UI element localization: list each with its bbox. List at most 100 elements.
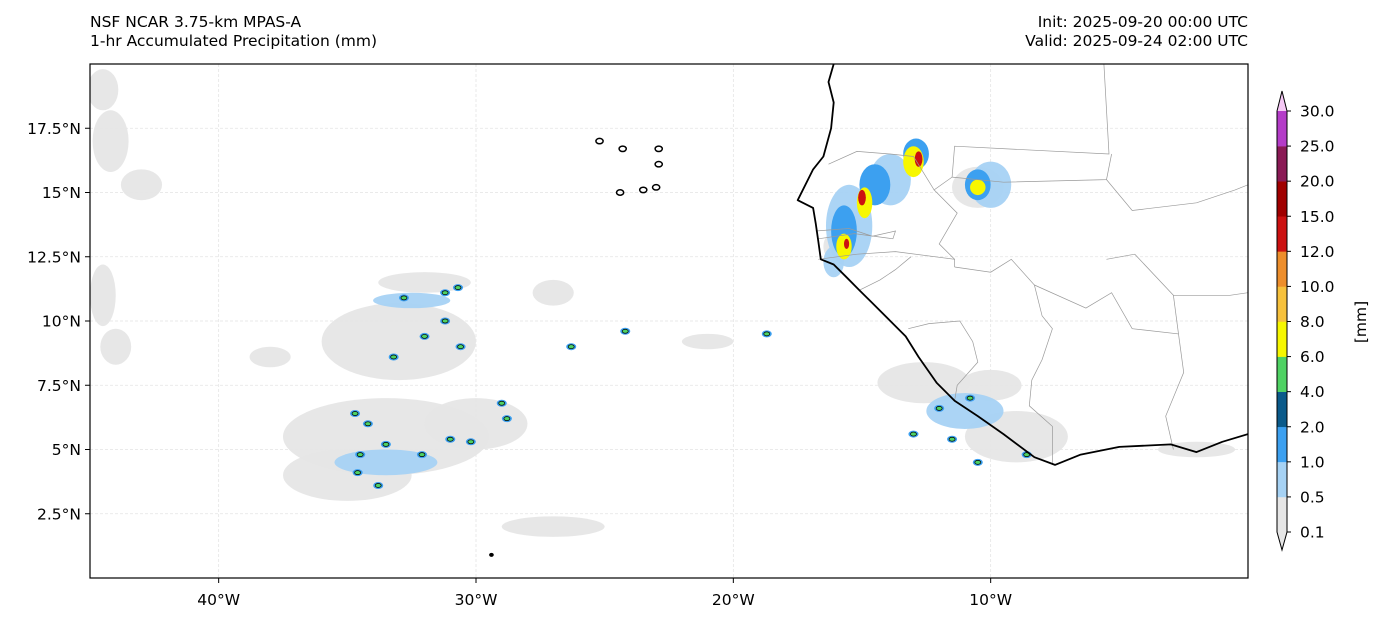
country-borders	[815, 64, 1248, 465]
precip-cell-core	[621, 328, 629, 334]
country-border	[818, 251, 955, 267]
colorbar-level-label: 25.0	[1300, 138, 1335, 156]
country-border	[815, 228, 897, 240]
colorbar: 0.1 0.5 1.0 2.0 4.0 6.0 8.0 10.0 12.0 15.0 20.0 25.…	[1276, 90, 1370, 552]
precip-extreme-core	[858, 189, 866, 206]
island-outline	[615, 189, 625, 196]
island-outline	[618, 145, 628, 153]
colorbar-segment	[1277, 356, 1287, 392]
colorbar-level-label: 1.0	[1300, 453, 1325, 471]
colorbar-segment	[1277, 286, 1287, 322]
lat-tick-label: 2.5°N	[37, 505, 81, 523]
precip-cell-core	[467, 439, 475, 445]
lat-tick-label: 7.5°N	[37, 377, 81, 395]
precip-cell-core	[418, 452, 426, 457]
precip-cell-core	[421, 334, 428, 339]
precip-trace-area	[681, 333, 734, 350]
precip-cell-core	[567, 344, 575, 350]
precip-trace-area	[90, 69, 119, 111]
coastlines	[489, 64, 1248, 557]
colorbar-segment	[1277, 461, 1287, 498]
colorbar-segment	[1277, 111, 1287, 147]
precip-cell-core	[454, 285, 462, 290]
island-outline	[489, 552, 494, 557]
precip-cell-core	[974, 460, 982, 465]
colorbar-segment	[1277, 146, 1287, 182]
precip-trace-area	[100, 328, 132, 365]
precip-cell-core	[374, 483, 382, 488]
precip-trace-area	[249, 346, 291, 368]
init-time: Init: 2025-09-20 00:00 UTC	[1037, 13, 1248, 31]
colorbar-segment	[1277, 391, 1287, 428]
country-border	[952, 153, 1112, 183]
time-info: Init: 2025-09-20 00:00 UTC Valid: 2025-0…	[1025, 13, 1248, 51]
longitude-ticks: 40°W 30°W 20°W 10°W	[197, 578, 1012, 609]
lon-tick-label: 20°W	[712, 591, 755, 609]
precip-trace-area	[532, 279, 574, 306]
precip-cell-core	[446, 436, 454, 442]
colorbar-level-label: 12.0	[1300, 243, 1335, 261]
precip-light-area	[373, 292, 451, 309]
colorbar-level-label: 0.1	[1300, 524, 1325, 542]
colorbar-segment	[1277, 496, 1287, 533]
colorbar-level-label: 6.0	[1300, 348, 1325, 366]
colorbar-segment	[1277, 216, 1287, 252]
country-border	[1034, 284, 1185, 450]
lon-tick-label: 30°W	[455, 591, 498, 609]
colorbar-segment	[1277, 321, 1287, 357]
precip-cell-core	[966, 395, 974, 401]
lat-tick-label: 17.5°N	[27, 120, 81, 138]
lat-tick-label: 10°N	[42, 313, 81, 331]
colorbar-extend-low	[1277, 532, 1287, 550]
lon-tick-label: 10°W	[969, 591, 1012, 609]
lat-tick-label: 15°N	[42, 184, 81, 202]
model-name: NSF NCAR 3.75-km MPAS-A	[90, 13, 302, 31]
island-outline	[595, 137, 604, 145]
precip-trace-area	[120, 169, 163, 201]
precip-cell-core	[935, 406, 943, 411]
colorbar-segment	[1277, 426, 1287, 463]
precip-cell-core	[498, 400, 506, 406]
latitude-ticks: 17.5°N 15°N 12.5°N 10°N 7.5°N 5°N 2.5°N	[27, 120, 90, 523]
precip-cell-core	[356, 452, 364, 457]
precip-trace-area	[959, 369, 1022, 401]
country-border	[933, 189, 958, 260]
precip-trace-area	[90, 264, 116, 327]
precip-cell-core	[351, 411, 359, 416]
valid-time: Valid: 2025-09-24 02:00 UTC	[1025, 32, 1248, 50]
island-outline	[638, 186, 648, 194]
precip-cell-core	[364, 421, 372, 427]
precip-cell-core	[457, 344, 464, 350]
precip-cell-core	[763, 331, 771, 337]
colorbar-level-label: 8.0	[1300, 313, 1325, 331]
precip-trace-area	[92, 110, 129, 172]
lon-tick-label: 40°W	[197, 591, 240, 609]
lat-tick-label: 12.5°N	[27, 248, 81, 266]
colorbar-level-label: 30.0	[1300, 103, 1335, 121]
country-border	[1173, 295, 1179, 334]
colorbar-units-label: [mm]	[1352, 301, 1370, 343]
precip-trace-area	[501, 516, 605, 537]
country-border	[954, 258, 1053, 465]
colorbar-level-label: 15.0	[1300, 208, 1335, 226]
colorbar-segment	[1277, 251, 1287, 287]
precip-cell-core	[441, 318, 449, 324]
africa-coastline	[796, 64, 1248, 466]
map-title: NSF NCAR 3.75-km MPAS-A 1-hr Accumulated…	[90, 13, 377, 51]
island-outline	[651, 183, 661, 191]
map-background	[90, 64, 1248, 578]
colorbar-level-label: 20.0	[1300, 173, 1335, 191]
lat-tick-label: 5°N	[52, 441, 81, 459]
precip-cell-core	[400, 295, 408, 301]
precip-extreme-core	[843, 238, 850, 250]
precip-cell-core	[948, 436, 956, 442]
country-border	[908, 320, 979, 401]
field-name: 1-hr Accumulated Precipitation (mm)	[90, 32, 377, 50]
precip-cell-core	[910, 431, 917, 437]
colorbar-segment	[1277, 181, 1287, 217]
colorbar-level-label: 2.0	[1300, 418, 1325, 436]
colorbar-extend-high	[1277, 91, 1287, 111]
precip-cell-core	[382, 442, 390, 447]
precip-cell-core	[441, 290, 449, 296]
